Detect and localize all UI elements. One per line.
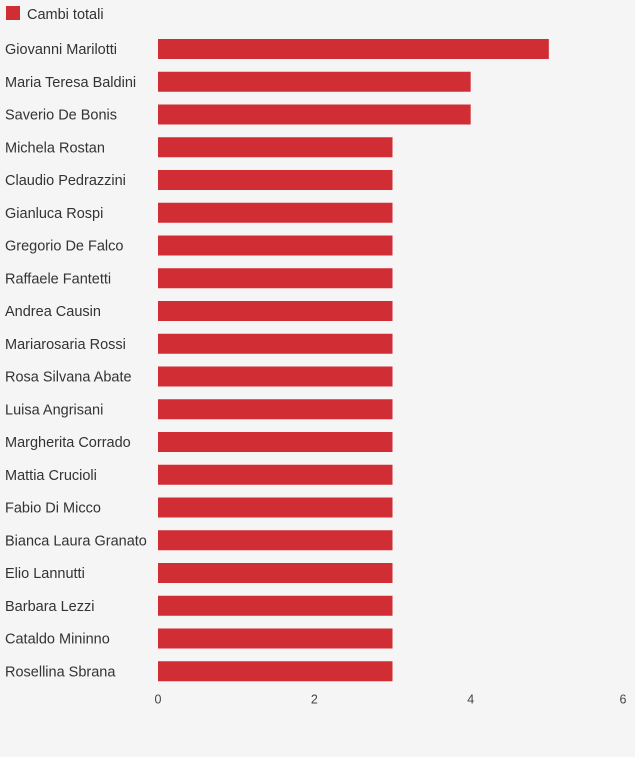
legend-label: Cambi totali [27,7,104,23]
bar[interactable] [158,268,393,289]
category-label: Mariarosaria Rossi [5,337,126,353]
x-tick-label: 2 [311,692,318,706]
category-label: Elio Lannutti [5,566,85,582]
category-label: Saverio De Bonis [5,108,117,124]
category-labels: Giovanni Marilotti Maria Teresa Baldini Sa… [5,42,147,680]
bar[interactable] [158,202,393,223]
bar[interactable] [158,530,393,551]
x-axis-ticks: 0 2 4 6 [155,692,627,706]
x-tick-label: 6 [620,692,627,706]
category-label: Rosellina Sbrana [5,664,116,680]
category-label: Margherita Corrado [5,435,131,451]
bar[interactable] [158,104,471,125]
bars [158,39,549,682]
category-label: Mattia Crucioli [5,468,97,484]
bar[interactable] [158,366,393,387]
bar[interactable] [158,497,393,518]
bar[interactable] [158,661,393,682]
category-label: Fabio Di Micco [5,501,101,517]
category-label: Gregorio De Falco [5,239,123,255]
bar[interactable] [158,71,471,92]
legend[interactable]: Cambi totali [6,6,104,23]
bar[interactable] [158,432,393,452]
bar[interactable] [158,170,393,190]
bar[interactable] [158,39,549,59]
category-label: Luisa Angrisani [5,402,103,418]
category-label: Maria Teresa Baldini [5,75,136,91]
category-label: Raffaele Fantetti [5,271,111,287]
bar[interactable] [158,595,393,616]
category-label: Andrea Causin [5,304,101,320]
bar[interactable] [158,301,393,321]
bar[interactable] [158,333,393,354]
category-label: Cataldo Mininno [5,632,110,648]
bar[interactable] [158,399,393,420]
legend-swatch [6,6,20,20]
x-tick-label: 0 [155,692,162,706]
category-label: Claudio Pedrazzini [5,173,126,189]
bar[interactable] [158,563,393,583]
bar[interactable] [158,628,393,649]
category-label: Michela Rostan [5,140,105,156]
category-label: Bianca Laura Granato [5,533,147,549]
bar[interactable] [158,464,393,485]
category-label: Barbara Lezzi [5,599,94,615]
category-label: Rosa Silvana Abate [5,370,132,386]
category-label: Gianluca Rospi [5,206,103,222]
category-label: Giovanni Marilotti [5,42,117,58]
bar[interactable] [158,235,393,256]
bar[interactable] [158,137,393,158]
x-tick-label: 4 [467,692,474,706]
